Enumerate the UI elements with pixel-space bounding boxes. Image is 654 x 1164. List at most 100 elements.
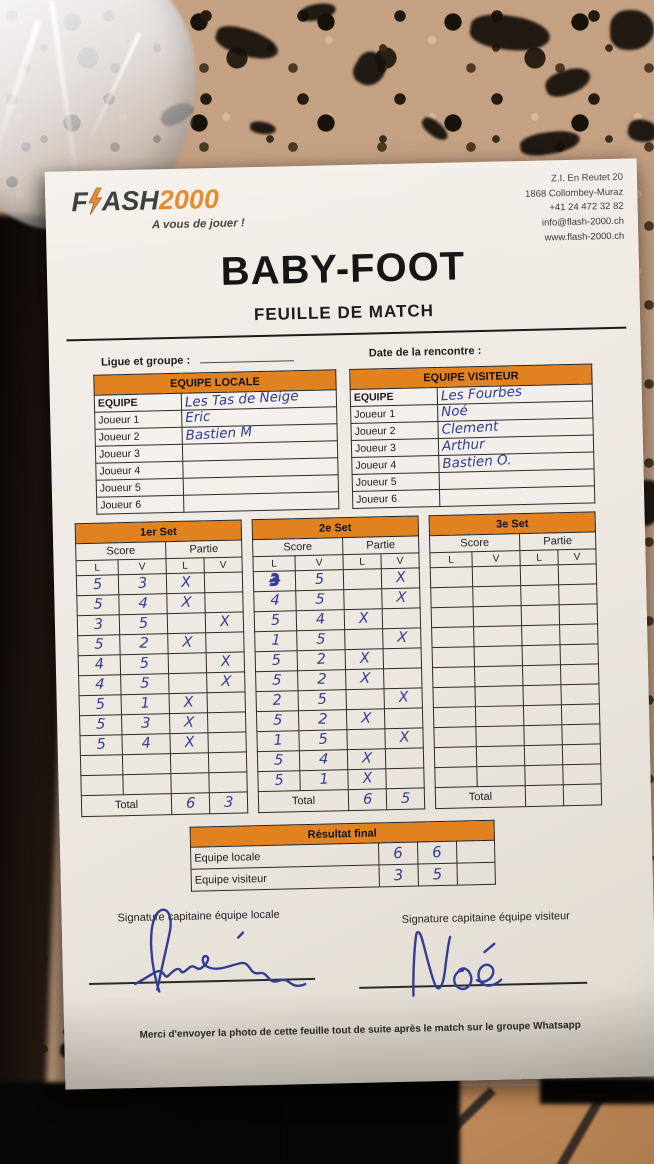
score-visitor-cell: 5 [119, 613, 168, 635]
score-local-cell-handwriting: 5 [93, 596, 104, 614]
partie-local-mark-cell: X [169, 712, 208, 734]
score-local-cell: 4 [78, 674, 122, 696]
score-visitor-cell-handwriting: 4 [315, 611, 326, 629]
score-visitor-cell-handwriting: 5 [139, 655, 150, 673]
partie-local-mark-cell-handwriting: X [357, 610, 369, 628]
score-local-cell [431, 626, 475, 648]
score-local-cell-handwriting: 5 [95, 736, 107, 754]
score-local-cell: 3 [77, 614, 120, 636]
score-visitor-cell-handwriting: 5 [314, 571, 325, 589]
score-local-cell: 5 [256, 710, 299, 732]
logo-text-2000: 2000 [158, 183, 220, 216]
logo-text-ash: ASH [101, 185, 160, 217]
score-visitor-cell-handwriting: 5 [314, 591, 325, 609]
partie-local-mark-cell [520, 564, 559, 586]
lv-header: V [117, 558, 167, 575]
partie-local-mark-cell: X [166, 572, 205, 594]
partie-local-mark-cell-handwriting: X [358, 650, 370, 668]
score-visitor-cell: 2 [298, 709, 347, 731]
dark-leg-shape [540, 1078, 654, 1104]
score-local-cell-handwriting: 5 [271, 652, 282, 670]
team-row-value-handwriting: Clement [441, 418, 499, 439]
partie-local-mark-cell [168, 652, 207, 674]
score-visitor-cell: 5 [120, 673, 170, 695]
team-row-label: Joueur 1 [350, 404, 438, 424]
score-visitor-cell-handwriting: 2 [317, 711, 328, 729]
score-column-header: Score [75, 541, 166, 561]
team-row-label: Joueur 6 [352, 489, 440, 509]
partie-visitor-mark-cell-handwriting: X [219, 653, 231, 671]
team-row-value-handwriting: Les Fourbes [440, 383, 523, 405]
score-local-cell: 4 [78, 654, 121, 676]
partie-visitor-mark-cell-handwriting: X [396, 629, 408, 647]
partie-local-mark-cell [170, 772, 210, 794]
score-local-cell: 5 [79, 714, 122, 736]
dark-leg-shape [285, 1078, 460, 1164]
final-score-cell: 6 [378, 842, 418, 865]
partie-local-mark-cell-handwriting: X [359, 670, 371, 688]
team-row-value-handwriting: Bastien O. [441, 452, 512, 473]
team-row-label: EQUIPE [94, 393, 182, 413]
score-visitor-cell [472, 585, 522, 607]
granite-speckle [212, 20, 282, 66]
partie-visitor-mark-cell [207, 731, 247, 753]
lv-header: V [471, 550, 521, 567]
score-local-cell [434, 746, 477, 768]
score-visitor-cell [474, 645, 523, 667]
partie-local-mark-cell [521, 604, 560, 626]
final-score-cell [456, 862, 496, 886]
score-visitor-cell [122, 753, 171, 775]
team-row-label: EQUIPE [350, 387, 438, 407]
partie-visitor-mark-cell: X [381, 567, 420, 589]
granite-speckle [468, 10, 552, 56]
total-visitor-cell-handwriting: 3 [223, 794, 234, 811]
partie-visitor-mark-cell [384, 707, 423, 729]
score-visitor-cell: 4 [296, 609, 345, 631]
partie-local-mark-cell-handwriting: X [182, 694, 194, 712]
partie-local-mark-cell: X [166, 592, 206, 614]
score-visitor-cell-handwriting: 5 [316, 691, 328, 709]
score-local-cell: 5 [255, 670, 299, 692]
score-local-cell: 5 [79, 694, 122, 716]
score-local-cell [434, 766, 478, 788]
partie-visitor-mark-cell: X [381, 587, 421, 609]
score-visitor-cell-handwriting: 5 [138, 615, 149, 633]
partie-local-mark-cell [523, 724, 563, 746]
partie-local-mark-cell: X [167, 632, 207, 654]
visitor-captain-signature [412, 930, 503, 997]
lv-header: V [294, 554, 344, 571]
team-row-label: Joueur 6 [96, 495, 184, 515]
partie-local-mark-cell: X [169, 692, 208, 714]
granite-speckle [542, 63, 594, 101]
footer-note: Merci d'envoyer la photo de cette feuill… [139, 1019, 581, 1041]
score-visitor-cell-handwriting: 4 [140, 735, 152, 753]
partie-local-mark-cell-handwriting: X [181, 634, 193, 652]
total-local-cell [525, 784, 564, 807]
team-row-label: Joueur 4 [95, 461, 184, 481]
lightning-bolt-icon [88, 187, 102, 216]
score-visitor-cell [476, 765, 526, 787]
partie-visitor-mark-cell-handwriting: X [395, 589, 407, 607]
score-visitor-cell: 5 [295, 589, 345, 611]
visitor-team-table: EQUIPE VISITEUR EQUIPE Les Fourbes Joueur 1… [349, 363, 596, 509]
score-local-cell-handwriting: 5 [95, 716, 106, 734]
partie-visitor-mark-cell: X [206, 671, 246, 693]
partie-local-mark-cell [170, 752, 209, 774]
partie-visitor-mark-cell [560, 643, 599, 665]
score-local-cell: 3 [253, 570, 296, 592]
score-local-cell: 5 [257, 770, 301, 792]
partie-visitor-mark-cell [558, 563, 597, 585]
partie-local-mark-cell [522, 644, 561, 666]
score-visitor-cell-handwriting: 4 [318, 751, 329, 769]
partie-local-mark-cell: X [169, 732, 209, 754]
granite-speckle [518, 127, 582, 159]
score-visitor-cell: 4 [118, 593, 168, 615]
partie-visitor-mark-cell: X [384, 727, 424, 749]
partie-visitor-mark-cell [562, 763, 602, 785]
match-subtitle: FEUILLE DE MATCH [253, 301, 435, 325]
match-title: BABY-FOOT [220, 244, 466, 294]
score-local-cell-handwriting: 5 [270, 612, 281, 630]
total-label: Total [258, 789, 349, 813]
partie-local-mark-cell [522, 664, 561, 686]
score-local-cell [431, 606, 474, 628]
